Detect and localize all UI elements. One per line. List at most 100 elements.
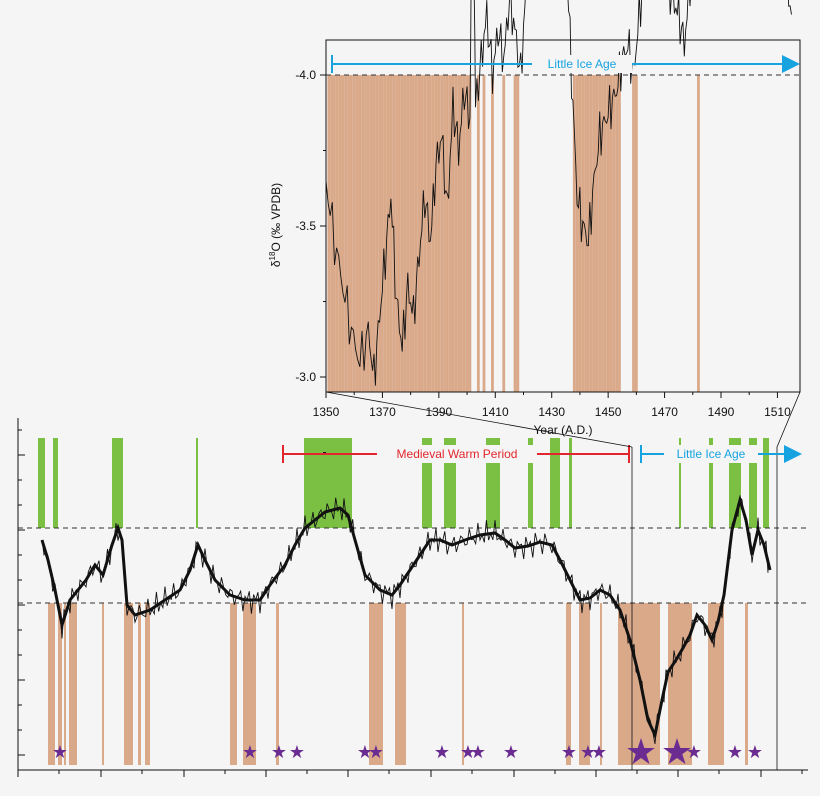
inset-tan-bar-34 <box>423 75 427 392</box>
inset-tan-bar-64 <box>592 75 596 392</box>
main-tan-bar-4 <box>102 603 104 765</box>
main-tan-bar-13 <box>462 603 464 765</box>
inset-series-line <box>325 0 792 386</box>
star-icon: ★ <box>503 742 519 763</box>
main-green-bar-2 <box>112 438 123 528</box>
inset-tan-bar-50 <box>468 75 472 392</box>
inset-tan-bar-0 <box>327 75 331 392</box>
inset-tan-bar-21 <box>386 75 390 392</box>
inset-tan-bar-37 <box>431 75 435 392</box>
inset-tan-bar-41 <box>443 75 446 392</box>
inset-tan-bar-43 <box>448 75 452 392</box>
inset-tan-bar-19 <box>381 75 384 392</box>
inset-tan-bar-30 <box>412 75 415 392</box>
main-tan-bar-10 <box>276 603 279 765</box>
star-icon: ★ <box>470 742 486 763</box>
main-tan-bar-0 <box>48 603 55 765</box>
inset-tan-bar-18 <box>378 75 382 392</box>
star-icon: ★ <box>242 742 258 763</box>
inset-tan-bar-12 <box>361 75 365 392</box>
star-icon: ★ <box>368 742 384 763</box>
main-tan-bar-8 <box>230 603 237 765</box>
inset-tan-bar-49 <box>465 75 469 392</box>
inset-tan-bar-47 <box>460 75 463 392</box>
inset-tan-bar-40 <box>440 75 444 392</box>
main-green-bar-0 <box>38 438 45 528</box>
inset-tan-bar-73 <box>618 75 621 392</box>
inset-tan-bar-51 <box>476 75 480 392</box>
inset-tan-bar-15 <box>369 75 373 392</box>
star-icon: ★ <box>591 742 607 763</box>
inset-tan-bars <box>327 75 700 392</box>
inset-y-tick-label: -3.0 <box>295 370 316 384</box>
inset-tan-bar-42 <box>445 75 449 392</box>
main-green-bar-8 <box>528 438 533 528</box>
main-tan-bar-9 <box>243 603 256 765</box>
inset-tan-bar-70 <box>609 75 613 392</box>
star-icon: ★ <box>727 742 743 763</box>
inset-thresholds <box>326 74 800 76</box>
main-tan-bar-7 <box>145 603 150 765</box>
main-tan-bar-12 <box>395 603 406 765</box>
main-tan-bar-11 <box>369 603 383 765</box>
main-tan-bars <box>48 603 748 765</box>
main-tan-bar-3 <box>69 603 77 765</box>
inset-x-tick-label: 1450 <box>595 405 622 419</box>
inset-tan-bar-75 <box>634 75 638 392</box>
inset-chart: 135013701390141014301450147014901510-5.0… <box>268 0 801 453</box>
inset-x-tick-label: 1350 <box>313 405 340 419</box>
inset-tan-bar-14 <box>366 75 370 392</box>
inset-tan-bar-13 <box>364 75 367 392</box>
star-icon: ★ <box>289 742 305 763</box>
main-little-ice-age-label: Little Ice Age <box>677 447 746 461</box>
star-icon: ★ <box>661 732 693 773</box>
main-green-bar-9 <box>550 438 560 528</box>
main-green-bar-10 <box>569 438 572 528</box>
inset-x-tick-label: 1490 <box>708 405 735 419</box>
inset-x-tick-label: 1430 <box>538 405 565 419</box>
event-stars: ★ ★ ★ ★ ★★ ★ ★★ ★ ★ ★★ ★ ★★ ★ ★ <box>52 732 763 773</box>
inset-x-tick-label: 1470 <box>651 405 678 419</box>
main-green-bar-14 <box>749 438 757 528</box>
inset-tan-bar-17 <box>375 75 379 392</box>
main-tan-bar-20 <box>745 603 748 765</box>
inset-tan-bar-24 <box>395 75 398 392</box>
main-tan-bar-17 <box>618 603 660 765</box>
star-icon: ★ <box>460 742 476 763</box>
main-green-bar-1 <box>53 438 58 528</box>
star-icon: ★ <box>625 732 657 773</box>
inset-tan-bar-45 <box>454 75 458 392</box>
inset-x-tick-label: 1390 <box>426 405 453 419</box>
inset-tan-bar-25 <box>397 75 401 392</box>
inset-tan-bar-31 <box>414 75 418 392</box>
star-icon: ★ <box>747 742 763 763</box>
inset-tan-bar-16 <box>372 75 376 392</box>
inset-tan-bar-11 <box>358 75 362 392</box>
main-green-bar-15 <box>763 438 769 528</box>
inset-tan-bar-2 <box>333 75 336 392</box>
inset-tan-bar-36 <box>428 75 432 392</box>
star-icon: ★ <box>434 742 450 763</box>
inset-tan-bar-5 <box>341 75 345 392</box>
inset-tan-bar-68 <box>603 75 607 392</box>
star-icon: ★ <box>357 742 373 763</box>
star-icon: ★ <box>52 742 68 763</box>
main-tan-bar-2 <box>64 603 66 765</box>
main-tan-bar-15 <box>579 603 590 765</box>
inset-tan-bar-29 <box>409 75 413 392</box>
inset-tan-bar-71 <box>612 75 616 392</box>
inset-tan-bar-65 <box>595 75 599 392</box>
inset-tan-bar-22 <box>389 75 393 392</box>
zoom-connector-left <box>325 391 633 448</box>
inset-x-tick-label: 1510 <box>764 405 791 419</box>
star-icon: ★ <box>561 742 577 763</box>
medieval-warm-period-bar: Medieval Warm Period <box>282 445 630 463</box>
inset-tan-bar-53 <box>491 75 494 392</box>
inset-tan-bar-59 <box>578 75 582 392</box>
inset-tan-bar-55 <box>513 75 517 392</box>
inset-tan-bar-66 <box>598 75 602 392</box>
zoom-connector-right <box>776 391 801 448</box>
inset-tan-bar-74 <box>632 75 635 392</box>
inset-frame <box>325 39 801 393</box>
